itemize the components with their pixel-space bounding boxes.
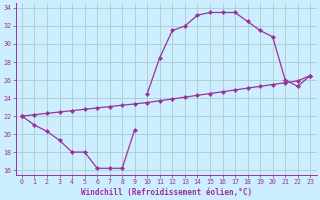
X-axis label: Windchill (Refroidissement éolien,°C): Windchill (Refroidissement éolien,°C) <box>81 188 252 197</box>
